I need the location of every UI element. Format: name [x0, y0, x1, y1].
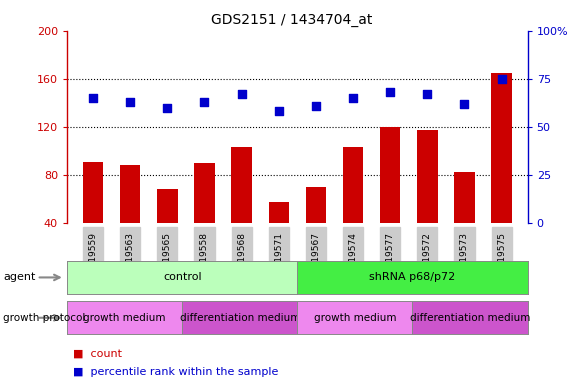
- Bar: [417, 130, 438, 271]
- Point: [125, 99, 135, 105]
- Text: differentiation medium: differentiation medium: [180, 313, 300, 323]
- Text: shRNA p68/p72: shRNA p68/p72: [370, 272, 455, 283]
- Point: [349, 95, 358, 101]
- Point: [274, 108, 283, 114]
- Bar: [343, 147, 363, 271]
- Point: [423, 91, 432, 97]
- Bar: [454, 172, 475, 271]
- Text: growth medium: growth medium: [314, 313, 396, 323]
- Point: [385, 89, 395, 95]
- Text: growth medium: growth medium: [83, 313, 166, 323]
- Bar: [231, 147, 252, 271]
- Point: [460, 101, 469, 107]
- Text: differentiation medium: differentiation medium: [410, 313, 530, 323]
- Point: [237, 91, 246, 97]
- Point: [89, 95, 98, 101]
- Bar: [269, 202, 289, 271]
- Bar: [194, 163, 215, 271]
- Bar: [380, 127, 401, 271]
- Text: GDS2151 / 1434704_at: GDS2151 / 1434704_at: [211, 13, 372, 27]
- Text: control: control: [163, 272, 202, 283]
- Point: [163, 104, 172, 111]
- Bar: [491, 73, 512, 271]
- Text: ■  percentile rank within the sample: ■ percentile rank within the sample: [73, 367, 278, 377]
- Bar: [305, 187, 326, 271]
- Point: [200, 99, 209, 105]
- Bar: [120, 165, 141, 271]
- Point: [311, 103, 321, 109]
- Point: [497, 76, 506, 82]
- Text: ■  count: ■ count: [73, 348, 122, 358]
- Text: agent: agent: [3, 272, 36, 283]
- Text: growth protocol: growth protocol: [3, 313, 85, 323]
- Bar: [83, 162, 103, 271]
- Bar: [157, 189, 178, 271]
